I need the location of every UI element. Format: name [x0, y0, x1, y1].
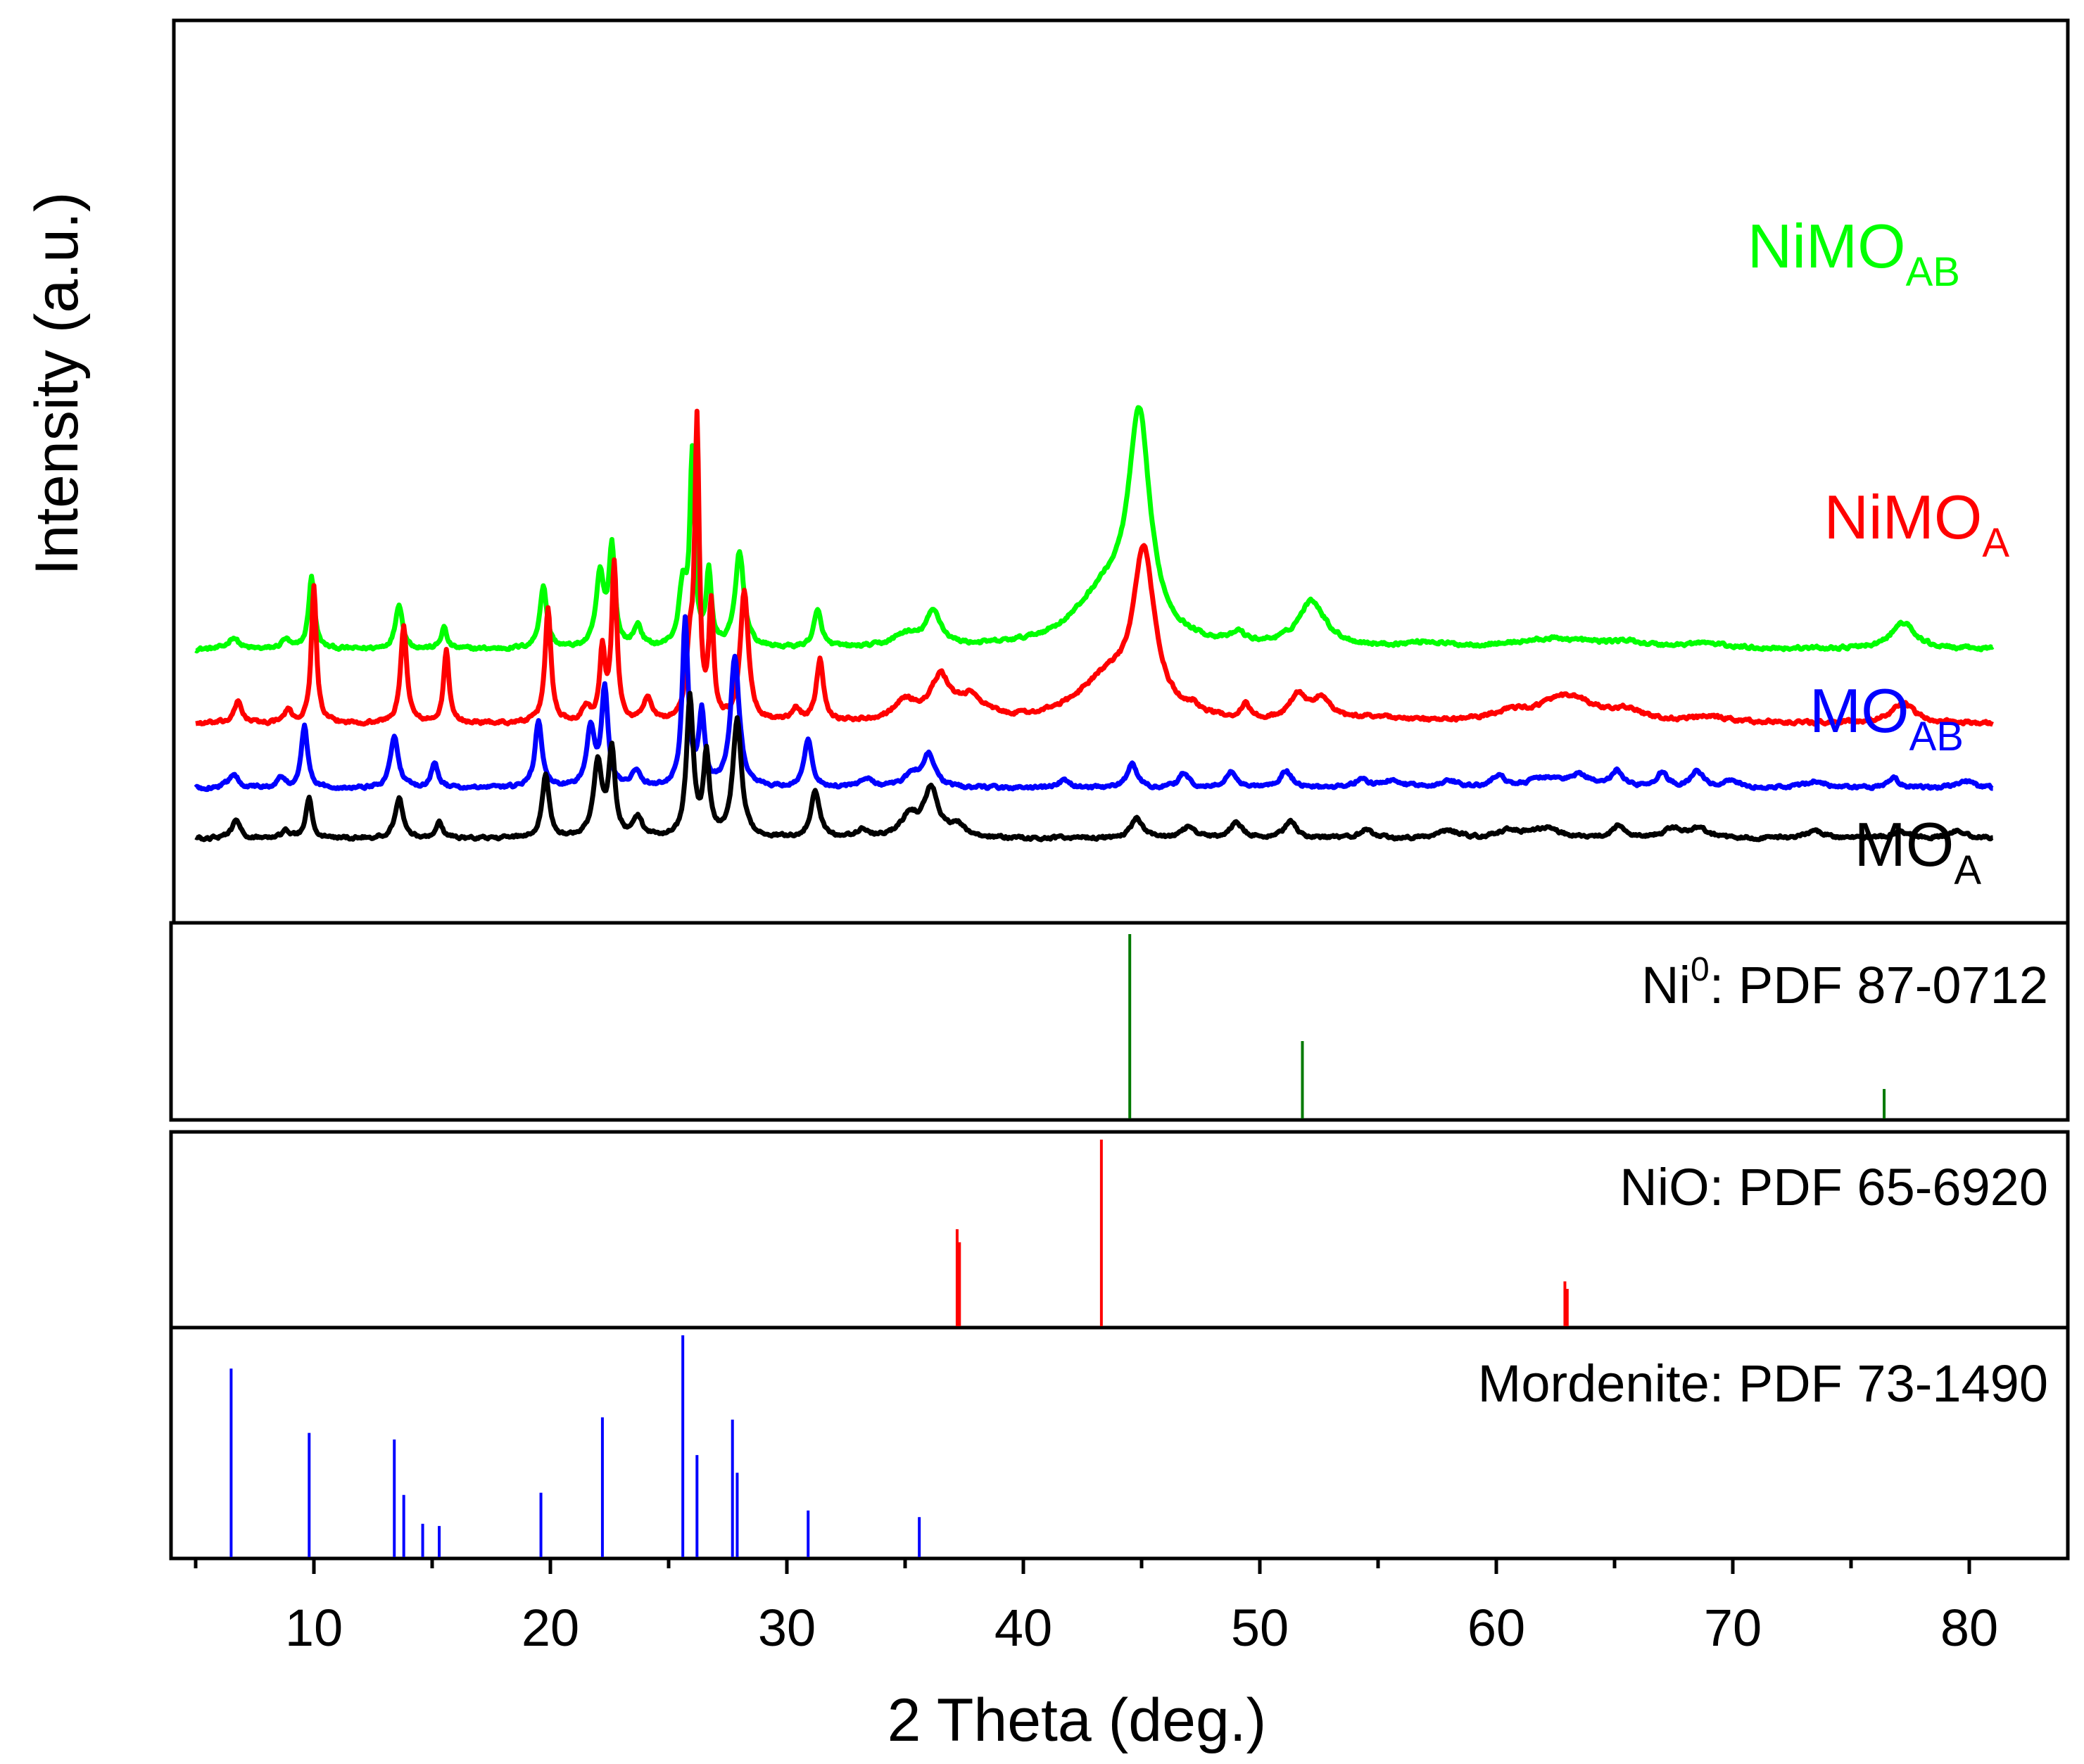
x-tick-label: 10 — [285, 1599, 343, 1657]
x-tick-label: 60 — [1467, 1599, 1525, 1657]
nio-reference-label: NiO: PDF 65-6920 — [1619, 1158, 2048, 1216]
xrd-patterns — [194, 405, 1995, 843]
x-tick-label: 80 — [1940, 1599, 1998, 1657]
mordenite-panel-frame — [169, 1325, 2070, 1561]
mordenite-reference-lines — [229, 1335, 921, 1557]
nimo-ab-curve — [194, 405, 1995, 654]
mordenite-reference-label: Mordenite: PDF 73-1490 — [1478, 1354, 2048, 1413]
nio-reference-lines — [955, 1140, 1569, 1326]
x-axis-ticks: 10 20 30 40 50 60 70 80 — [194, 1558, 1998, 1657]
x-tick-label: 70 — [1704, 1599, 1762, 1657]
nimo-a-curve — [194, 408, 1995, 727]
x-axis-title: 2 Theta (deg.) — [888, 1687, 1267, 1754]
y-axis-title: Intensity (a.u.) — [23, 192, 91, 576]
label-mo-a: MOA — [1855, 809, 1982, 893]
x-tick-label: 50 — [1231, 1599, 1289, 1657]
label-nimo-ab: NiMOAB — [1748, 211, 1960, 295]
mo-ab-curve — [194, 614, 1995, 793]
x-tick-label: 30 — [758, 1599, 816, 1657]
label-nimo-a: NiMOA — [1824, 482, 2009, 566]
label-mo-ab: MOAB — [1810, 676, 1964, 760]
ni0-reference-lines — [1128, 934, 1886, 1119]
ni0-panel-frame — [169, 921, 2070, 1122]
x-tick-label: 20 — [522, 1599, 579, 1657]
ni0-reference-label: Ni0: PDF 87-0712 — [1641, 951, 2048, 1014]
mo-a-curve — [194, 691, 1995, 843]
x-tick-label: 40 — [994, 1599, 1052, 1657]
